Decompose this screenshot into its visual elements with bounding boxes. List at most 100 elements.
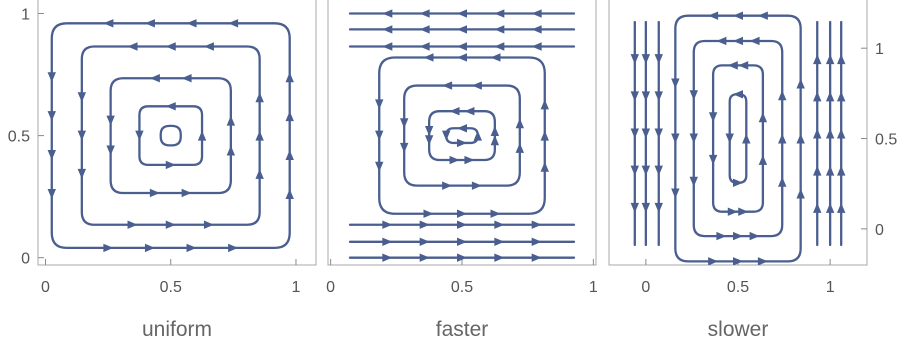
streamline-arrow: [382, 237, 393, 247]
streamline-arrow: [630, 54, 639, 65]
streamline-arrow: [733, 36, 743, 46]
streamline-arrow: [442, 81, 453, 90]
panel-uniform: 0 0.5 1 0 0.5 1 uniform: [8, 0, 317, 341]
stream-field: [348, 9, 576, 262]
x-tick-label: 1: [292, 279, 301, 296]
streamline-arrow: [106, 115, 115, 126]
streamline-arrow: [419, 253, 430, 262]
streamline-arrow: [757, 11, 768, 20]
streamline-arrow: [494, 42, 505, 51]
streamline-arrow: [47, 150, 56, 161]
streamline-arrow: [733, 257, 743, 265]
streamline-arrow: [165, 42, 176, 51]
streamline: [445, 127, 479, 145]
streamline: [378, 56, 546, 215]
streamline-arrow: [813, 202, 822, 213]
streamline-arrow: [382, 25, 393, 34]
streamline-arrow: [515, 142, 525, 153]
streamline-arrow: [778, 176, 787, 187]
streamline-arrow: [197, 130, 207, 141]
streamline-arrow: [716, 36, 727, 46]
streamline-arrow: [531, 237, 542, 247]
streamline-arrow: [149, 188, 160, 198]
streamline: [138, 105, 204, 167]
streamline-arrow: [641, 202, 651, 213]
streamline-arrow: [382, 253, 393, 262]
streamline-arrow: [471, 81, 482, 90]
streamline-arrow: [641, 54, 651, 65]
streamline: [159, 124, 182, 147]
streamline-arrow: [399, 118, 409, 129]
streamline-arrow: [796, 78, 805, 89]
streamline-arrow: [419, 220, 430, 229]
stream-field: [47, 19, 294, 253]
streamline-arrow: [837, 91, 846, 102]
streamline-arrow: [419, 25, 430, 34]
streamline-arrow: [449, 155, 460, 165]
stream-field: [630, 11, 846, 265]
streamline-arrow: [689, 133, 698, 144]
x-tick-label: 0.5: [727, 279, 749, 296]
streamline-arrow: [749, 231, 760, 241]
streamline-arrow: [671, 188, 680, 199]
streamline-arrow: [127, 42, 138, 51]
streamline: [711, 64, 765, 213]
streamline-arrow: [490, 125, 500, 136]
streamline-arrow: [77, 92, 87, 103]
streamline-arrow: [165, 102, 176, 111]
streamline-arrow: [733, 11, 743, 20]
x-tick-label: 0.5: [160, 279, 182, 296]
streamline-arrow: [77, 168, 87, 179]
streamline-arrow: [382, 9, 393, 18]
streamline-arrow: [708, 257, 719, 265]
streamline-arrow: [796, 188, 805, 199]
streamline-arrow: [449, 106, 460, 116]
streamline-arrow: [203, 42, 214, 51]
streamline-arrow: [654, 91, 663, 102]
y-tick-label: 1: [21, 7, 30, 24]
streamline-arrow: [716, 231, 727, 241]
streamline-arrow: [424, 125, 434, 136]
streamline-arrow: [382, 42, 393, 51]
streamline-arrow: [778, 90, 787, 101]
streamline-arrow: [144, 243, 155, 253]
streamline-arrow: [255, 92, 264, 103]
streamline-arrow: [738, 207, 749, 216]
streamline-arrow: [285, 111, 294, 122]
streamline-arrow: [464, 106, 475, 116]
streamline-arrow: [181, 188, 192, 198]
streamline-arrow: [165, 220, 176, 229]
streamline-arrow: [708, 112, 718, 123]
streamline-arrow: [671, 78, 680, 89]
streamline-arrow: [186, 243, 197, 253]
streamline-arrow: [457, 25, 467, 34]
streamline-arrow: [424, 135, 434, 146]
streamline-arrow: [77, 130, 87, 141]
streamline-arrow: [47, 72, 56, 83]
streamline-arrow: [630, 202, 639, 213]
y-tick-label: 1: [875, 41, 884, 58]
streamline-arrow: [515, 118, 525, 129]
streamline-arrow: [825, 54, 835, 65]
streamline-arrow: [671, 133, 680, 144]
streamline-arrow: [727, 61, 738, 70]
streamline-arrow: [689, 90, 698, 101]
streamline-arrow: [725, 133, 734, 144]
streamline-arrow: [135, 130, 144, 141]
streamline-arrow: [47, 188, 56, 199]
streamline-arrow: [796, 133, 805, 144]
streamline: [674, 14, 802, 263]
streamline-arrow: [457, 209, 467, 218]
streamline-arrow: [285, 150, 294, 161]
streamline-arrow: [654, 128, 663, 139]
x-tick-label: 0.5: [451, 279, 473, 296]
streamline-arrow: [203, 220, 214, 229]
streamline-arrow: [103, 19, 114, 28]
streamline-arrow: [228, 19, 239, 28]
streamline-arrow: [494, 9, 505, 18]
streamline-arrow: [457, 253, 467, 262]
streamline-arrow: [457, 53, 467, 62]
panel-frame: [37, 0, 317, 266]
streamline-arrow: [708, 154, 718, 165]
streamline-arrow: [419, 9, 430, 18]
